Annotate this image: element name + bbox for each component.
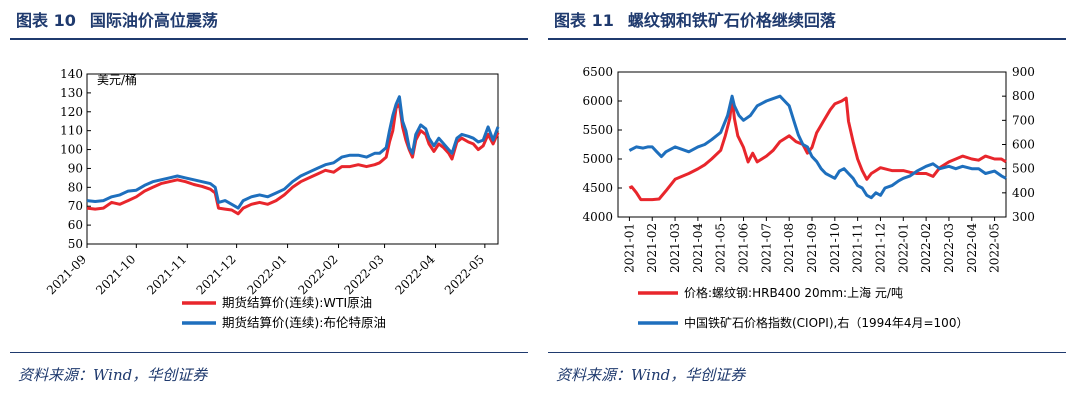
right-y-tick-label: 600 — [1012, 138, 1035, 152]
right-y-tick-label: 700 — [1012, 113, 1035, 127]
y-tick-label: 140 — [60, 67, 83, 81]
x-tick-label: 2022-01 — [896, 223, 910, 273]
x-tick-label: 2022-02 — [295, 252, 340, 297]
figure-caption: 国际油价高位震荡 — [89, 11, 218, 30]
iron-ore-series-line — [628, 94, 1007, 200]
source-note: 资料来源：Wind，华创证券 — [18, 366, 208, 384]
legend-label: 期货结算价(连续):布伦特原油 — [222, 315, 386, 330]
y-tick-label: 70 — [68, 199, 83, 213]
x-tick-label: 2021-12 — [873, 223, 887, 273]
x-tick-label: 2021-10 — [828, 223, 842, 273]
x-tick-label: 2021-04 — [691, 223, 705, 273]
x-tick-label: 2021-09 — [805, 223, 819, 273]
x-tick-label: 2022-03 — [342, 252, 387, 297]
y-tick-label: 110 — [60, 124, 83, 138]
figure-caption: 螺纹钢和铁矿石价格继续回落 — [627, 11, 836, 30]
left-y-tick-label: 5500 — [582, 123, 613, 137]
x-tick-label: 2022-04 — [965, 223, 979, 273]
right-y-tick-label: 800 — [1012, 89, 1035, 103]
figure-title: 图表 11 螺纹钢和铁矿石价格继续回落 — [554, 8, 836, 34]
y-tick-label: 60 — [68, 218, 83, 232]
left-y-tick-label: 6000 — [582, 94, 613, 108]
rebar-series-line — [628, 96, 1007, 202]
legend-label: 价格:螺纹钢:HRB400 20mm:上海 元/吨 — [684, 285, 903, 300]
plot-frame — [86, 73, 499, 245]
x-tick-label: 2021-12 — [194, 252, 239, 297]
x-tick-label: 2021-05 — [714, 223, 728, 273]
figure-10-panel: 图表 10 国际油价高位震荡 50 60 70 80 90 100 110 120 130 140 美… — [10, 0, 538, 406]
right-y-tick-label: 900 — [1012, 65, 1035, 79]
x-tick-label: 2022-03 — [942, 223, 956, 273]
y-axis-unit: 美元/桶 — [97, 72, 137, 87]
x-tick-label: 2021-02 — [645, 223, 659, 273]
x-tick-label: 2021-03 — [668, 223, 682, 273]
x-tick-label: 2021-07 — [759, 223, 773, 273]
figure-11-panel: 图表 11 螺纹钢和铁矿石价格继续回落 4000 4500 5000 5500 6000 6… — [548, 0, 1076, 406]
legend-label: 中国铁矿石价格指数(CIOPI),右（1994年4月=100） — [684, 315, 968, 330]
left-y-tick-label: 5000 — [582, 152, 613, 166]
x-tick-label: 2021-11 — [851, 223, 865, 273]
source-rule — [548, 352, 1066, 353]
x-tick-label: 2022-05 — [442, 252, 487, 297]
left-y-tick-label: 4500 — [582, 181, 613, 195]
x-tick-label: 2021-10 — [93, 252, 138, 297]
figure-title: 图表 10 国际油价高位震荡 — [16, 8, 218, 34]
x-tick-label: 2022-04 — [392, 252, 437, 297]
source-note: 资料来源：Wind，华创证券 — [556, 366, 746, 384]
figure-label: 图表 11 — [554, 11, 614, 30]
brent-series-line — [86, 95, 500, 210]
x-tick-label: 2021-01 — [622, 223, 636, 273]
x-tick-label: 2021-06 — [737, 223, 751, 273]
y-tick-label: 100 — [60, 143, 83, 157]
right-y-tick-label: 500 — [1012, 162, 1035, 176]
x-tick-label: 2021-11 — [144, 252, 189, 297]
y-tick-label: 80 — [68, 180, 83, 194]
left-y-tick-label: 4000 — [582, 210, 613, 224]
x-tick-label: 2022-01 — [245, 252, 290, 297]
right-y-tick-label: 300 — [1012, 210, 1035, 224]
figure-label: 图表 10 — [16, 11, 76, 30]
y-tick-label: 130 — [60, 86, 83, 100]
legend-label: 期货结算价(连续):WTI原油 — [222, 295, 372, 310]
source-rule — [10, 352, 528, 353]
x-tick-label: 2022-05 — [988, 223, 1002, 273]
x-tick-label: 2021-09 — [44, 252, 89, 297]
right-y-tick-label: 400 — [1012, 186, 1035, 200]
wti-series-line — [86, 102, 500, 216]
steel-iron-ore-chart: 4000 4500 5000 5500 6000 6500 300 400 500 600 700 8… — [582, 65, 1035, 330]
x-tick-label: 2021-08 — [782, 223, 796, 273]
left-y-tick-label: 6500 — [582, 65, 613, 79]
y-tick-label: 90 — [68, 161, 83, 175]
title-rule — [10, 38, 528, 40]
y-tick-label: 50 — [68, 237, 83, 251]
y-tick-label: 120 — [60, 105, 83, 119]
x-tick-label: 2022-02 — [919, 223, 933, 273]
title-rule — [548, 38, 1066, 40]
